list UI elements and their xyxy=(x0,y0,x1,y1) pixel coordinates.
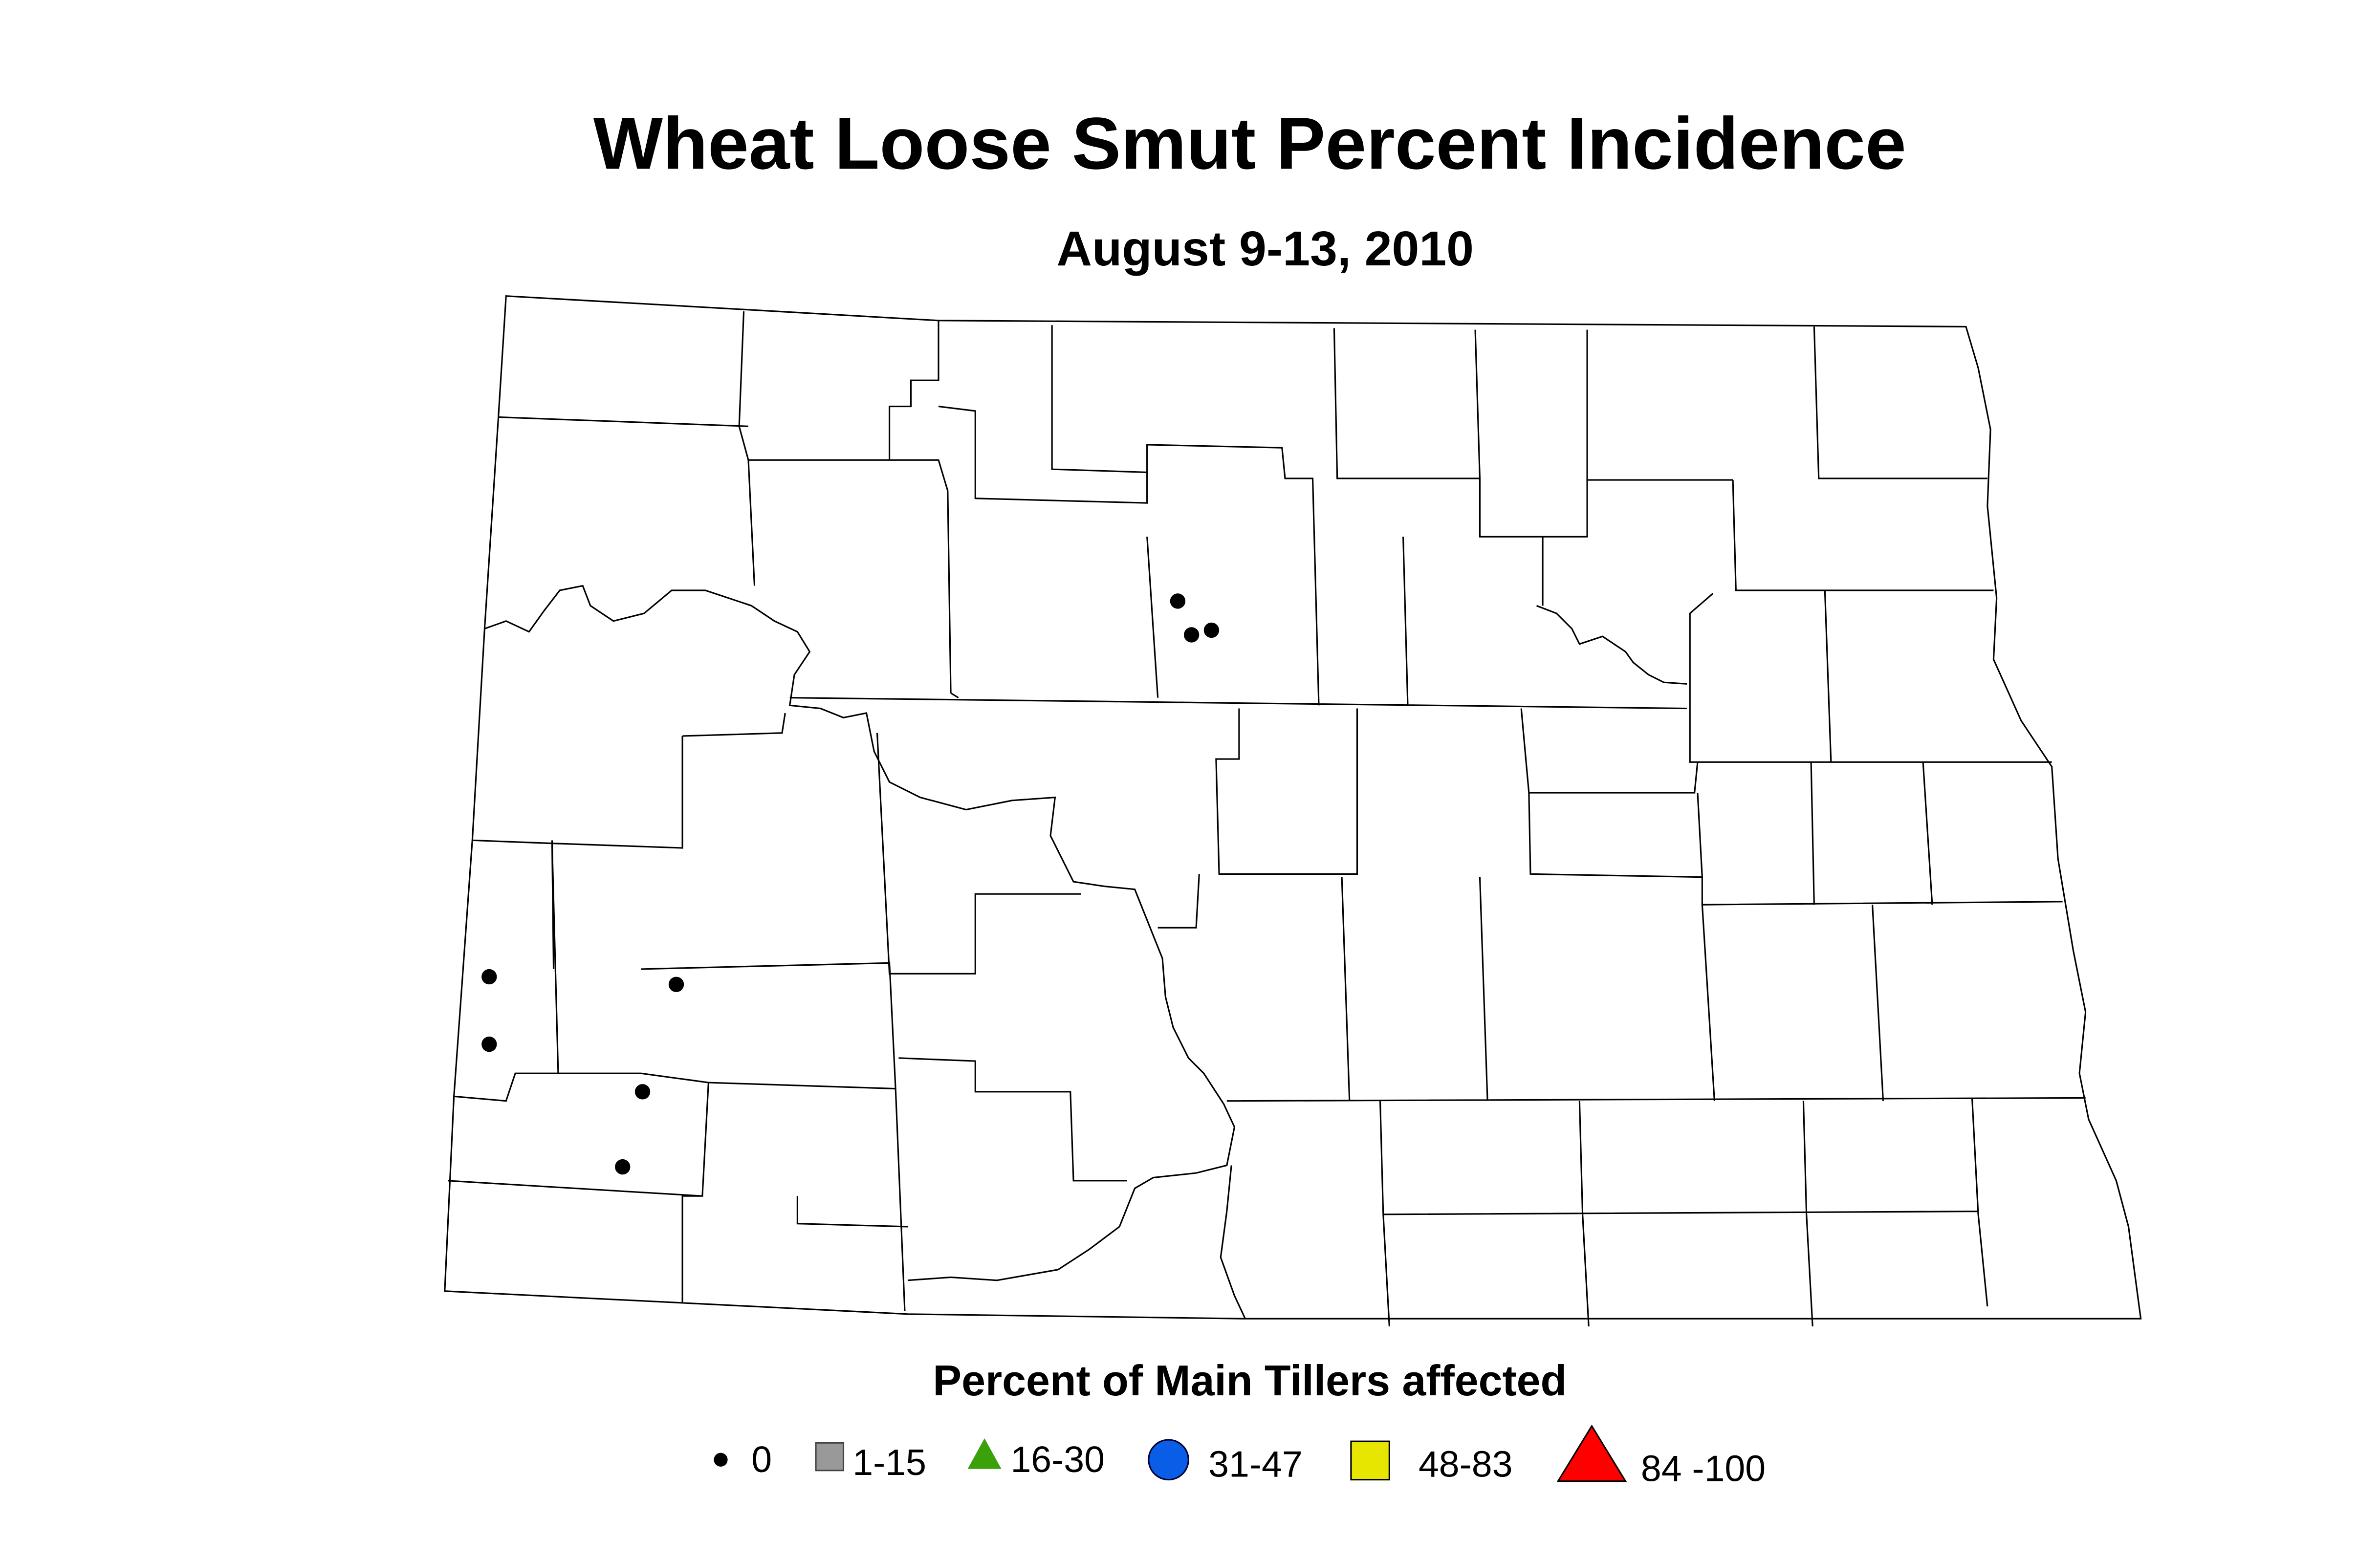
legend-symbol xyxy=(1148,1439,1189,1481)
state-map xyxy=(444,295,2142,1326)
legend-label: 84 -100 xyxy=(1641,1448,1766,1489)
legend-symbol xyxy=(1556,1424,1627,1482)
legend-symbol xyxy=(1350,1440,1390,1481)
site-dot xyxy=(481,1036,497,1052)
legend-label: 48-83 xyxy=(1419,1443,1513,1484)
legend-symbol xyxy=(714,1453,728,1467)
site-dot xyxy=(1170,593,1186,609)
site-dot xyxy=(634,1084,651,1100)
state-outline xyxy=(444,295,2142,1320)
legend-label: 1-15 xyxy=(852,1442,926,1483)
survey-sites xyxy=(481,593,1220,1175)
map-subtitle: August 9-13, 2010 xyxy=(1056,221,1474,276)
site-dot xyxy=(615,1159,631,1175)
river xyxy=(484,585,1687,1319)
county-lines xyxy=(447,311,2086,1326)
legend-symbol xyxy=(967,1438,1002,1469)
legend-label: 31-47 xyxy=(1208,1443,1303,1484)
legend-title: Percent of Main Tillers affected xyxy=(933,1356,1567,1405)
site-dot xyxy=(481,969,497,985)
site-dot xyxy=(1203,622,1220,638)
legend-label: 0 xyxy=(751,1439,772,1480)
legend-symbol xyxy=(815,1442,845,1472)
site-dot xyxy=(1183,627,1200,643)
site-dot xyxy=(668,976,684,992)
legend-label: 16-30 xyxy=(1010,1439,1105,1480)
legend: Percent of Main Tillers affected 0 1-15 … xyxy=(714,1356,1766,1489)
map-title: Wheat Loose Smut Percent Incidence xyxy=(593,102,1906,184)
